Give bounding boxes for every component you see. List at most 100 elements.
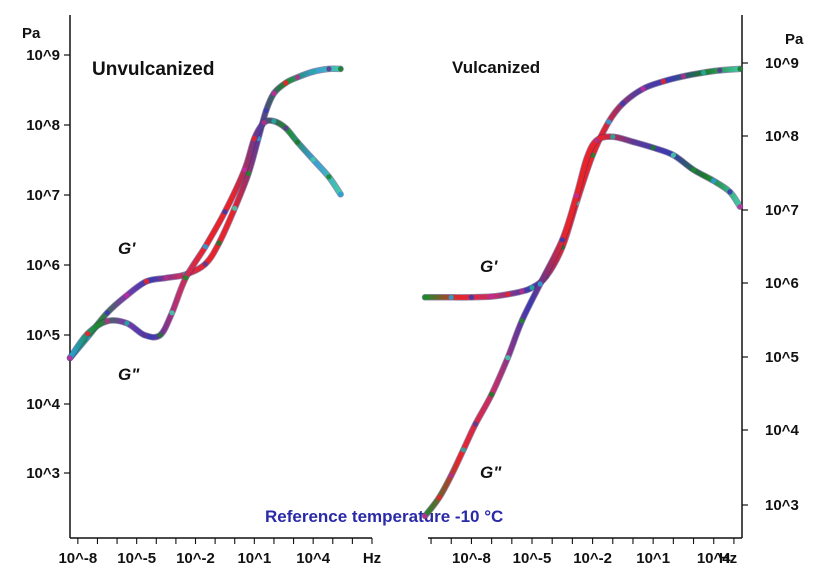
data-point [448, 294, 454, 300]
data-point [251, 136, 257, 142]
data-point [650, 145, 656, 151]
x-tick-label: 10^4 [697, 550, 731, 567]
data-point [460, 447, 466, 453]
y-unit-label: Pa [22, 25, 41, 42]
x-unit-label: Hz [363, 550, 381, 567]
x-tick-label: 10^-2 [573, 550, 612, 567]
g-prime-series [66, 65, 344, 362]
data-point [606, 119, 612, 125]
data-point [690, 167, 697, 173]
data-point [157, 332, 163, 338]
g-double-prime-label: G" [480, 463, 502, 482]
data-point [610, 134, 616, 140]
g-double-prime-label: G" [118, 365, 140, 384]
y-tick-label: 10^6 [26, 257, 60, 274]
x-unit-label: Hz [719, 550, 737, 567]
data-point [505, 355, 511, 361]
x-tick-label: 10^-2 [176, 550, 215, 567]
data-point [583, 156, 590, 162]
data-point [271, 90, 277, 96]
data-point [338, 191, 344, 197]
y-tick-label: 10^9 [26, 47, 60, 64]
x-tick-label: 10^4 [296, 550, 330, 567]
y-tick-label: 10^5 [765, 349, 799, 366]
data-point [529, 285, 535, 291]
data-point [183, 275, 189, 281]
data-point [310, 156, 316, 163]
data-point [505, 291, 511, 297]
data-point [436, 495, 442, 501]
y-tick-label: 10^7 [26, 187, 60, 204]
data-point [294, 74, 301, 80]
g-prime-label: G' [118, 239, 136, 258]
data-point [680, 73, 687, 79]
reference-temperature-label: Reference temperature -10 °C [265, 507, 503, 526]
x-tick-label: 10^1 [636, 550, 670, 567]
data-point [640, 86, 646, 92]
y-tick-label: 10^7 [765, 202, 799, 219]
vulcanized-panel: 10^3 10^4 10^5 10^6 10^7 10^8 10^9 10^-8 10^-5 10… [421, 15, 804, 567]
data-point [202, 261, 208, 267]
data-point [104, 310, 110, 316]
data-point [422, 294, 428, 300]
y-tick-label: 10^5 [26, 327, 60, 344]
x-tick-label: 10^-8 [58, 550, 97, 567]
data-point [202, 244, 208, 250]
y-tick-label: 10^3 [765, 497, 799, 514]
data-point [169, 310, 175, 316]
data-point [310, 69, 316, 75]
data-point [222, 209, 228, 215]
data-point [245, 170, 252, 176]
x-tick-label: 10^-8 [452, 550, 491, 567]
data-point [670, 152, 677, 158]
data-point [468, 294, 474, 300]
data-point [422, 513, 428, 519]
data-point [660, 78, 666, 84]
y-tick-label: 10^4 [765, 422, 799, 439]
x-tick-label: 10^-5 [513, 550, 552, 567]
data-point [519, 318, 525, 324]
data-point [271, 118, 277, 124]
data-point [283, 125, 289, 131]
data-point [338, 66, 344, 72]
data-point [573, 193, 580, 199]
data-point [141, 332, 148, 338]
data-point [143, 278, 150, 284]
data-point [448, 472, 454, 479]
data-point [701, 70, 707, 76]
data-point [67, 355, 73, 361]
axes: 10^3 10^4 10^5 10^6 10^7 10^8 10^9 10^-8 10^-5 10… [428, 15, 804, 567]
data-point [124, 292, 130, 298]
unvulcanized-panel: 10^3 10^4 10^5 10^6 10^7 10^8 10^9 10^-8 10^-5 10… [22, 15, 503, 567]
panel-title: Vulcanized [452, 58, 540, 77]
data-point [737, 66, 743, 72]
data-point [489, 293, 495, 300]
y-tick-label: 10^6 [765, 275, 799, 292]
data-point [232, 205, 238, 211]
data-point [519, 288, 525, 294]
series-line-shadow [66, 65, 344, 362]
data-point [294, 139, 301, 145]
data-point [263, 108, 269, 114]
data-point [261, 120, 267, 126]
data-point [163, 275, 169, 281]
data-point [711, 178, 717, 184]
data-point [537, 281, 543, 287]
data-point [104, 318, 110, 324]
y-unit-label: Pa [785, 31, 804, 48]
data-point [241, 167, 248, 173]
data-point [727, 189, 733, 195]
x-tick-label: 10^-5 [117, 550, 156, 567]
g-double-prime-series [66, 117, 344, 362]
y-tick-label: 10^3 [26, 465, 60, 482]
x-tick-label: 10^1 [237, 550, 271, 567]
g-double-prime-series [421, 133, 744, 520]
data-point [283, 80, 289, 86]
series-line [67, 66, 344, 361]
data-point [85, 331, 91, 337]
data-point [620, 100, 626, 107]
data-point [737, 204, 743, 210]
y-tick-label: 10^9 [765, 55, 799, 72]
data-point [472, 421, 479, 427]
data-point [630, 139, 636, 145]
